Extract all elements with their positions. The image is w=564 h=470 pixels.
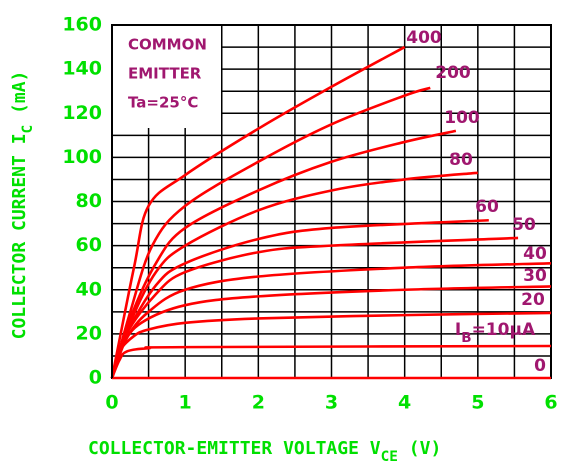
curve <box>110 45 406 379</box>
label-part: C <box>20 125 36 134</box>
curve-label: 0 <box>534 356 546 376</box>
y-tick-label: 100 <box>62 146 102 168</box>
curve <box>110 344 552 379</box>
curve-label: 400 <box>406 28 442 48</box>
y-tick-label: 140 <box>62 58 102 80</box>
y-axis-label: COLLECTOR CURRENT IC (mA) <box>9 71 36 340</box>
y-tick-label: 120 <box>62 102 102 124</box>
annotation-box <box>113 26 221 128</box>
annotation: Ta=25°C <box>128 94 198 112</box>
label-part: =10μA <box>472 320 536 340</box>
label-part: (mA) <box>9 71 30 125</box>
curve-label: 100 <box>444 108 480 128</box>
y-tick-label: 60 <box>76 234 102 256</box>
curve-label: 60 <box>475 197 499 217</box>
annotation: EMITTER <box>128 65 202 83</box>
label-part: COLLECTOR CURRENT I <box>9 133 30 339</box>
curve-label: 40 <box>523 244 547 264</box>
label-part: I <box>455 320 461 340</box>
curve-label: 30 <box>523 266 547 286</box>
x-tick-label: 3 <box>325 392 338 414</box>
curve <box>110 261 552 379</box>
y-tick-label: 160 <box>62 14 102 36</box>
y-tick-label: 80 <box>76 190 102 212</box>
x-tick-label: 6 <box>544 392 557 414</box>
label-part: CE <box>381 449 398 465</box>
curve <box>110 171 478 379</box>
curve-label: 200 <box>435 63 471 83</box>
x-tick-label: 2 <box>252 392 265 414</box>
x-tick-label: 1 <box>179 392 192 414</box>
x-tick-label: 0 <box>105 392 118 414</box>
curve-label: 80 <box>449 150 473 170</box>
label-part: B <box>461 330 471 346</box>
y-tick-label: 20 <box>76 322 102 344</box>
x-tick-label: 5 <box>471 392 484 414</box>
curve-label: 50 <box>512 215 536 235</box>
y-tick-label: 0 <box>89 367 102 389</box>
curve-label: IB=10μA <box>455 320 536 346</box>
curve-label: 20 <box>521 290 545 310</box>
curve <box>110 86 431 379</box>
x-axis-label: COLLECTOR-EMITTER VOLTAGE VCE (V) <box>88 438 441 465</box>
x-tick-label: 4 <box>398 392 411 414</box>
label-part: COLLECTOR-EMITTER VOLTAGE V <box>88 438 381 459</box>
y-tick-label: 40 <box>76 278 102 300</box>
label-part: (V) <box>398 438 441 459</box>
curve <box>110 129 457 379</box>
annotation: COMMON <box>128 36 207 54</box>
